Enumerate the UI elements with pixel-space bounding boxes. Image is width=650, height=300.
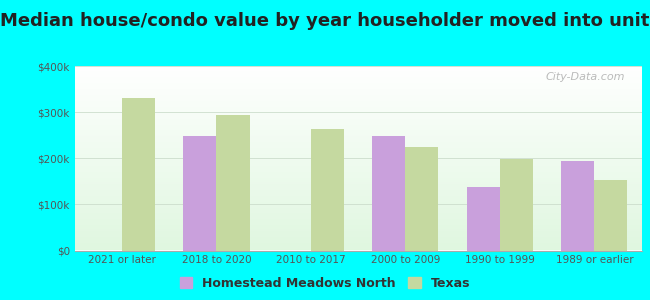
Bar (372, 136, 406, 250)
Text: City-Data.com: City-Data.com (545, 71, 625, 82)
Bar (561, 161, 594, 250)
Bar (500, 159, 533, 250)
Bar (216, 116, 250, 250)
Bar (183, 136, 216, 250)
Text: Median house/condo value by year householder moved into unit: Median house/condo value by year househo… (0, 12, 650, 30)
Bar (311, 129, 344, 250)
Bar (467, 187, 500, 250)
Bar (594, 180, 627, 250)
Bar (406, 147, 439, 250)
Bar (122, 98, 155, 250)
Legend: Homestead Meadows North, Texas: Homestead Meadows North, Texas (176, 273, 474, 294)
